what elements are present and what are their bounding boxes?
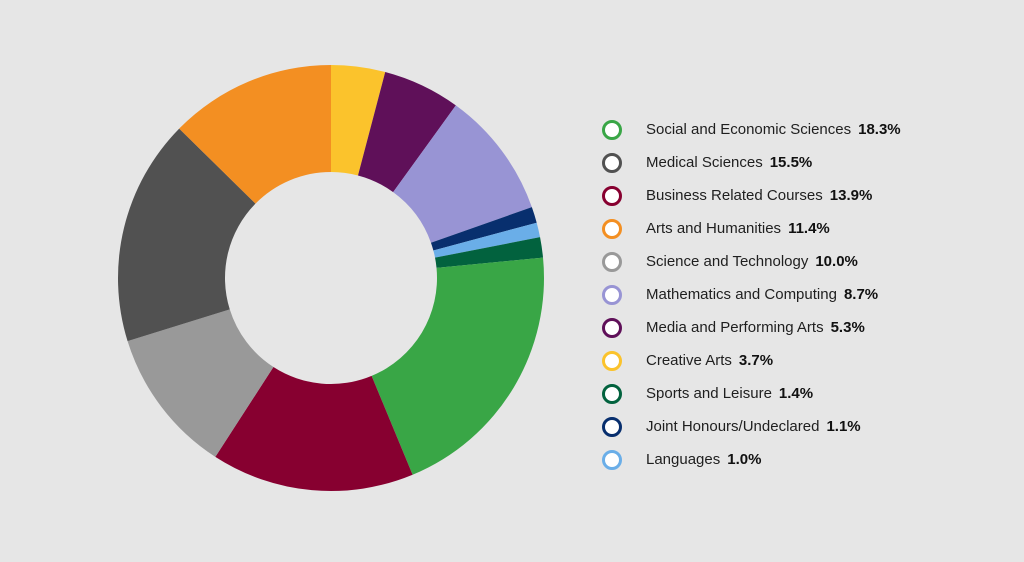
slice-creative-arts xyxy=(331,65,386,176)
legend-value: 10.0% xyxy=(815,253,858,270)
slice-sports-and-leisure xyxy=(435,237,544,268)
legend-label: Medical Sciences xyxy=(646,154,763,171)
chart-legend: Social and Economic Sciences 18.3% Medical… xyxy=(602,113,901,476)
legend-value: 5.3% xyxy=(830,319,865,336)
legend-label: Arts and Humanities xyxy=(646,220,782,237)
slice-joint-honours-undeclared xyxy=(430,207,537,251)
legend-item-media-and-performing-arts: Media and Performing Arts 5.3% xyxy=(602,311,901,344)
legend-item-social-and-economic-sciences: Social and Economic Sciences 18.3% xyxy=(602,113,901,146)
legend-swatch-icon xyxy=(602,449,622,470)
legend-label: Social and Economic Sciences xyxy=(646,121,852,138)
legend-label: Joint Honours/Undeclared xyxy=(646,418,820,435)
legend-swatch-icon xyxy=(602,350,622,371)
legend-item-joint-honours-undeclared: Joint Honours/Undeclared 1.1% xyxy=(602,410,901,443)
legend-swatch-icon xyxy=(602,416,622,437)
legend-item-science-and-technology: Science and Technology 10.0% xyxy=(602,245,901,278)
legend-item-creative-arts: Creative Arts 3.7% xyxy=(602,344,901,377)
legend-item-mathematics-and-computing: Mathematics and Computing 8.7% xyxy=(602,278,901,311)
legend-value: 1.4% xyxy=(778,385,814,402)
legend-swatch-icon xyxy=(602,383,622,404)
legend-swatch-icon xyxy=(602,119,622,140)
legend-value: 1.0% xyxy=(727,451,762,468)
slice-arts-and-humanities xyxy=(179,65,331,204)
legend-label: Science and Technology xyxy=(646,253,809,270)
slice-science-and-technology xyxy=(127,309,274,457)
slice-mathematics-and-computing xyxy=(393,105,532,243)
legend-swatch-icon xyxy=(602,284,622,305)
legend-swatch-icon xyxy=(602,251,622,272)
legend-label: Media and Performing Arts xyxy=(646,319,824,336)
legend-label: Languages xyxy=(646,451,721,468)
legend-swatch-icon xyxy=(602,317,622,338)
slice-social-and-economic-sciences xyxy=(371,257,544,475)
legend-value: 15.5% xyxy=(769,154,813,171)
legend-label: Creative Arts xyxy=(646,352,732,369)
legend-label: Sports and Leisure xyxy=(646,385,772,402)
legend-item-sports-and-leisure: Sports and Leisure 1.4% xyxy=(602,377,901,410)
legend-item-languages: Languages 1.0% xyxy=(602,443,901,476)
slice-business-related-courses xyxy=(215,367,413,491)
legend-value: 3.7% xyxy=(738,352,774,369)
legend-swatch-icon xyxy=(602,185,622,206)
legend-item-medical-sciences: Medical Sciences 15.5% xyxy=(602,146,901,179)
legend-swatch-icon xyxy=(602,218,622,239)
legend-swatch-icon xyxy=(602,152,622,173)
legend-label: Mathematics and Computing xyxy=(646,286,837,303)
slice-languages xyxy=(433,222,541,258)
legend-value: 11.4% xyxy=(788,220,830,237)
legend-value: 13.9% xyxy=(829,187,873,204)
legend-item-arts-and-humanities: Arts and Humanities 11.4% xyxy=(602,212,901,245)
legend-label: Business Related Courses xyxy=(646,187,823,204)
legend-value: 18.3% xyxy=(858,121,901,138)
slice-medical-sciences xyxy=(118,128,256,342)
legend-value: 1.1% xyxy=(826,418,861,435)
legend-value: 8.7% xyxy=(843,286,879,303)
legend-item-business-related-courses: Business Related Courses 13.9% xyxy=(602,179,901,212)
slice-media-and-performing-arts xyxy=(357,72,456,193)
